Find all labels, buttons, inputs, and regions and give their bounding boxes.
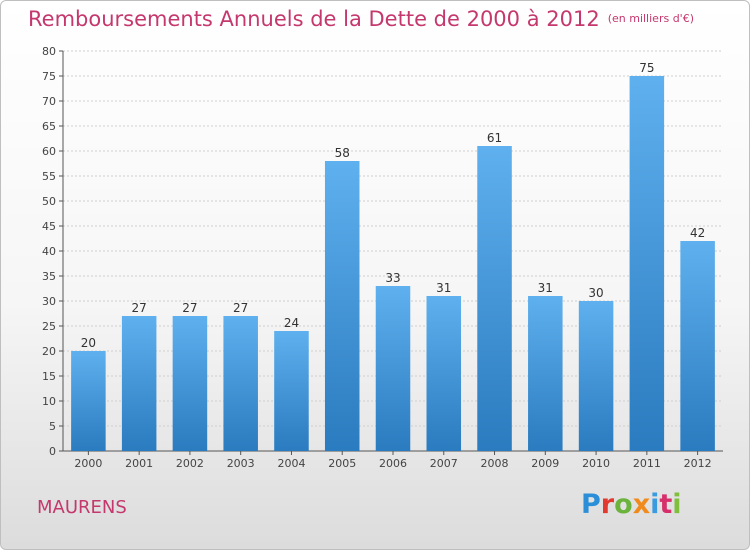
bar — [528, 296, 563, 451]
y-tick-label: 10 — [42, 395, 56, 408]
bar — [680, 241, 715, 451]
logo-letter: P — [581, 489, 601, 520]
data-label: 20 — [81, 336, 96, 350]
x-tick-label: 2005 — [328, 457, 356, 470]
bar — [426, 296, 462, 451]
x-tick-label: 2008 — [481, 457, 509, 470]
y-tick-label: 60 — [42, 145, 56, 158]
y-tick-label: 20 — [42, 345, 56, 358]
data-label: 27 — [132, 301, 147, 315]
x-tick-label: 2007 — [430, 457, 458, 470]
x-tick-label: 2002 — [176, 457, 204, 470]
y-tick-label: 40 — [42, 245, 56, 258]
data-label: 24 — [284, 316, 299, 330]
logo-letter: i — [650, 489, 660, 520]
axes: 0 5 10 15 20 25 30 35 40 45 50 55 60 65 70 75 80 2000 2001… — [42, 45, 723, 470]
logo-letter: i — [672, 489, 682, 520]
x-tick-label: 2011 — [633, 457, 661, 470]
data-label: 33 — [385, 271, 400, 285]
y-tick-label: 15 — [42, 370, 56, 383]
bar — [629, 76, 665, 451]
y-tick-label: 75 — [42, 70, 56, 83]
y-tick-label: 30 — [42, 295, 56, 308]
y-tick-label: 50 — [42, 195, 56, 208]
data-label: 27 — [182, 301, 197, 315]
y-tick-label: 0 — [49, 445, 56, 458]
bar — [274, 331, 309, 451]
bar — [71, 351, 106, 451]
y-tick-label: 35 — [42, 270, 56, 283]
y-tick-label: 55 — [42, 170, 56, 183]
chart-title-text: Remboursements Annuels de la Dette de 20… — [28, 7, 600, 31]
proxiti-logo[interactable]: Proxiti — [581, 489, 682, 520]
data-label: 42 — [690, 226, 705, 240]
commune-name: MAURENS — [37, 497, 127, 518]
bars — [71, 76, 715, 451]
data-label: 31 — [538, 281, 553, 295]
logo-letter: x — [632, 489, 651, 520]
y-tick-label: 80 — [42, 45, 56, 58]
bar — [375, 286, 411, 451]
logo-letter: r — [600, 489, 615, 520]
data-label: 31 — [436, 281, 451, 295]
data-labels: 20 27 27 27 24 58 33 31 61 31 30 75 42 — [81, 61, 706, 350]
bar — [223, 316, 258, 451]
bar — [121, 316, 157, 451]
x-tick-label: 2003 — [227, 457, 255, 470]
logo-letter: t — [659, 489, 673, 520]
x-tick-label: 2006 — [379, 457, 407, 470]
logo-letter: o — [614, 489, 633, 520]
chart-unit: (en milliers d'€) — [607, 12, 694, 25]
data-label: 58 — [335, 146, 350, 160]
data-label: 61 — [487, 131, 502, 145]
x-tick-label: 2012 — [684, 457, 712, 470]
bar — [578, 301, 614, 451]
bar — [172, 316, 208, 451]
x-tick-label: 2004 — [277, 457, 305, 470]
y-tick-label: 25 — [42, 320, 56, 333]
x-tick-label: 2010 — [582, 457, 610, 470]
bar — [477, 146, 512, 451]
x-tick-label: 2000 — [74, 457, 102, 470]
bar — [324, 161, 360, 451]
y-tick-label: 65 — [42, 120, 56, 133]
x-tick-label: 2001 — [125, 457, 153, 470]
x-tick-label: 2009 — [531, 457, 559, 470]
data-label: 75 — [639, 61, 654, 75]
y-tick-label: 70 — [42, 95, 56, 108]
y-tick-label: 5 — [49, 420, 56, 433]
data-label: 30 — [588, 286, 603, 300]
y-tick-label: 45 — [42, 220, 56, 233]
chart-title: Remboursements Annuels de la Dette de 20… — [28, 7, 694, 31]
data-label: 27 — [233, 301, 248, 315]
